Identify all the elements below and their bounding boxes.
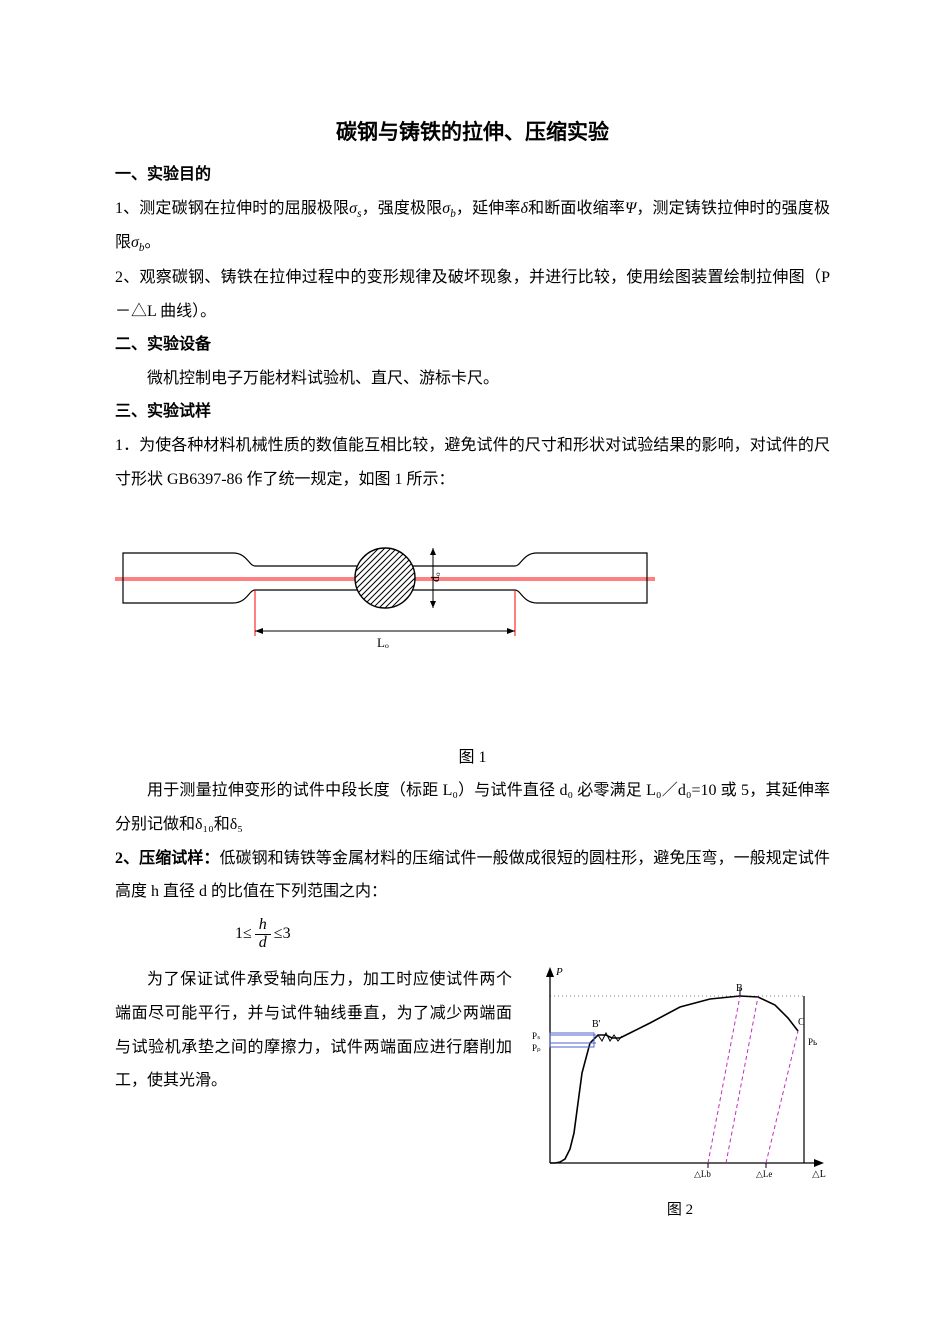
svg-text:△Lb: △Lb: [694, 1169, 711, 1178]
para-1a: 1、测定碳钢在拉伸时的屈服极限σs，强度极限σb，延伸率δ和断面收缩率Ψ，测定铸…: [115, 192, 830, 261]
svg-text:Lₒ: Lₒ: [377, 635, 389, 650]
svg-text:△Le: △Le: [756, 1169, 772, 1178]
figure-2-caption: 图 2: [530, 1195, 830, 1227]
formula-left: 1≤: [235, 925, 252, 942]
para-2: 微机控制电子万能材料试验机、直尺、游标卡尺。: [115, 362, 830, 396]
svg-text:Pь: Pь: [808, 1037, 817, 1047]
formula: 1≤hd≤3: [115, 917, 830, 952]
figure-1-svg: dₒ Lₒ: [115, 518, 655, 688]
svg-text:dₒ: dₒ: [428, 572, 442, 582]
psi: Ψ: [625, 200, 636, 217]
fraction: hd: [255, 917, 271, 952]
formula-right: ≤3: [274, 925, 291, 942]
heading-3: 三、实验试样: [115, 395, 830, 429]
delta: δ: [521, 200, 528, 217]
figure-1: dₒ Lₒ: [115, 518, 830, 701]
svg-text:B': B': [592, 1019, 601, 1030]
p1a-after-delta: 和断面收缩率: [528, 200, 625, 217]
para-5-bold: 2、压缩试样：: [115, 850, 219, 867]
para-4: 用于测量拉伸变形的试件中段长度（标距 L₀）与试件直径 d₀ 必零满足 L₀／d…: [115, 774, 830, 841]
svg-text:P: P: [555, 966, 563, 978]
p1a-after-b: ，延伸率: [456, 200, 521, 217]
p1a-after-s: ，强度极限: [361, 200, 442, 217]
svg-text:△L: △L: [812, 1169, 826, 1178]
para-6: 为了保证试件承受轴向压力，加工时应使试件两个端面尽可能平行，并与试件轴线垂直，为…: [115, 963, 512, 1097]
figure-2: P △L △Lb △Le B' B C Pₛ Pₚ Pь 图 2: [530, 963, 830, 1226]
sigma-b-1: σb: [442, 200, 455, 217]
figure-2-svg: P △L △Lb △Le B' B C Pₛ Pₚ Pь: [530, 963, 830, 1178]
p1a-end: 。: [145, 234, 161, 251]
para-1b: 2、观察碳钢、铸铁在拉伸过程中的变形规律及破坏现象，并进行比较，使用绘图装置绘制…: [115, 261, 830, 328]
figure-1-caption: 图 1: [115, 741, 830, 775]
para-3: 1．为使各种材料机械性质的数值能互相比较，避免试件的尺寸和形状对试验结果的影响，…: [115, 429, 830, 496]
fraction-num: h: [255, 917, 271, 935]
svg-text:Pₚ: Pₚ: [532, 1043, 541, 1053]
heading-1: 一、实验目的: [115, 158, 830, 192]
page-title: 碳钢与铸铁的拉伸、压缩实验: [115, 110, 830, 154]
sigma-s: σs: [349, 200, 361, 217]
heading-2: 二、实验设备: [115, 328, 830, 362]
fraction-den: d: [255, 935, 271, 952]
p1a-prefix: 1、测定碳钢在拉伸时的屈服极限: [115, 200, 349, 217]
svg-text:B: B: [736, 983, 743, 994]
para-5-rest: 低碳钢和铸铁等金属材料的压缩试件一般做成很短的圆柱形，避免压弯，一般规定试件高度…: [115, 850, 830, 901]
para-5: 2、压缩试样：低碳钢和铸铁等金属材料的压缩试件一般做成很短的圆柱形，避免压弯，一…: [115, 842, 830, 909]
sigma-b-2: σb: [131, 234, 144, 251]
svg-text:Pₛ: Pₛ: [532, 1031, 540, 1041]
svg-text:C: C: [798, 1017, 805, 1028]
